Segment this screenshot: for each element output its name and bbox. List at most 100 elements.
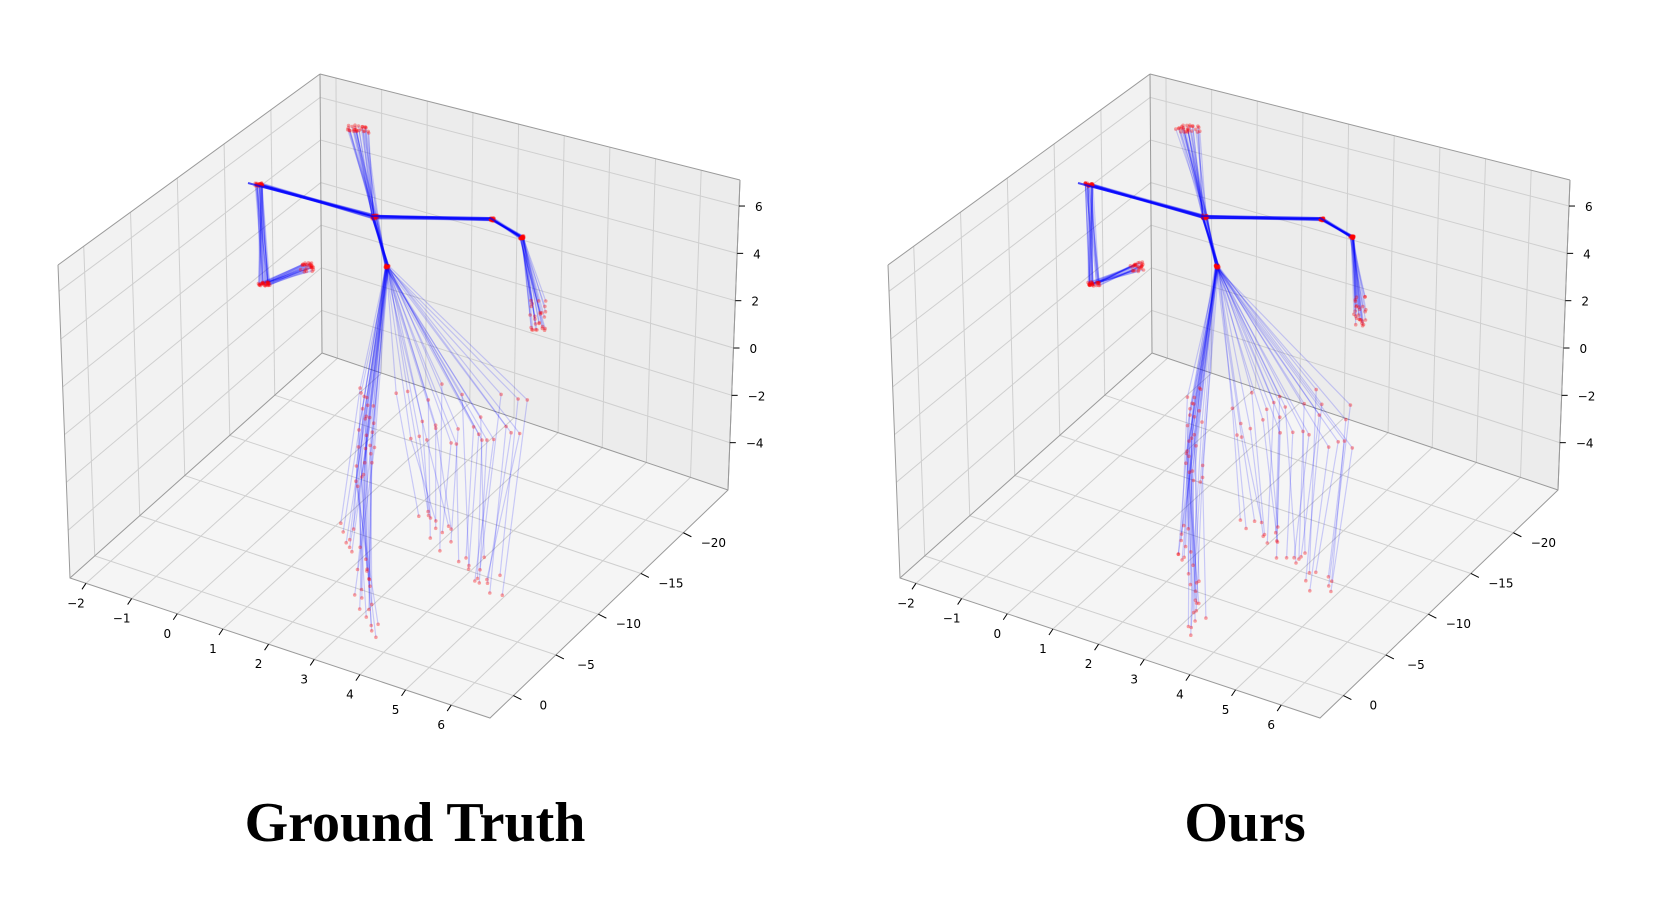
bone-segment <box>369 267 387 446</box>
bone-segment <box>255 184 264 284</box>
joint-point <box>1136 261 1140 265</box>
y-tick-label: −10 <box>616 617 641 631</box>
bone-segment <box>1189 126 1205 219</box>
x-tick-label: 1 <box>1039 642 1047 656</box>
bone-segment <box>259 184 269 286</box>
bone-segment <box>1189 125 1207 217</box>
joint-point <box>353 127 357 132</box>
y-grid-line <box>130 212 141 516</box>
bone-segment <box>347 127 375 217</box>
joint-point <box>1187 439 1191 443</box>
x-grid-line <box>915 357 1168 584</box>
bone-segment <box>1191 131 1204 216</box>
bone-segment <box>486 433 521 580</box>
bone-segment <box>1217 264 1275 403</box>
x-tick-mark <box>355 674 361 681</box>
bone-segment <box>1200 267 1220 390</box>
y-tick-label: −15 <box>658 576 683 590</box>
joint-point <box>1189 436 1194 441</box>
joint-point <box>1130 265 1134 269</box>
bone-segment <box>521 238 540 302</box>
x-grid-line <box>469 112 474 403</box>
joint-point <box>385 265 390 269</box>
joint-point <box>360 124 365 129</box>
bone-segment <box>262 184 377 217</box>
bone-segment <box>256 185 265 285</box>
joint-point <box>354 129 359 134</box>
joint-point <box>426 513 431 518</box>
joint-point <box>1214 264 1218 268</box>
bone-segment <box>1215 265 1281 434</box>
joint-point <box>499 392 503 397</box>
joint-point <box>355 484 360 489</box>
bone-segment <box>1091 185 1094 284</box>
x-grid-line <box>601 147 611 448</box>
joint-point <box>1132 263 1136 268</box>
joint-point <box>359 391 363 395</box>
joint-point <box>1179 538 1183 543</box>
joint-point <box>353 125 357 130</box>
bone-segment <box>1352 236 1360 316</box>
x-tick-mark <box>1139 659 1145 666</box>
joint-point <box>384 264 389 269</box>
joint-point <box>1363 295 1367 299</box>
joint-point <box>1317 413 1322 417</box>
bone-segment <box>1193 266 1218 398</box>
x-tick-label: 6 <box>437 718 445 732</box>
bone-segment <box>1098 265 1131 284</box>
joint-point <box>517 431 522 436</box>
bone-segment <box>260 184 269 283</box>
joint-point <box>1360 319 1365 324</box>
bone-segment <box>370 266 388 454</box>
bone-segment <box>267 266 314 284</box>
bone-segment <box>1206 217 1324 221</box>
joint-point <box>1090 281 1095 286</box>
bone-segment <box>1190 480 1195 636</box>
bone-segment <box>520 238 538 331</box>
bone-segment <box>267 262 312 284</box>
bone-segment <box>461 394 470 566</box>
joint-point <box>1090 282 1095 287</box>
bone-segment <box>1262 419 1279 543</box>
x-grid-line <box>1343 124 1350 418</box>
box-edge <box>727 179 741 491</box>
x-grid-line <box>450 476 691 706</box>
joint-point <box>1213 263 1218 268</box>
joint-point <box>1176 126 1181 131</box>
joint-point <box>386 266 391 270</box>
joint-point <box>256 281 261 286</box>
joint-point <box>365 567 369 571</box>
joint-point <box>1265 541 1270 545</box>
joint-point <box>369 451 373 456</box>
joint-point <box>540 324 545 329</box>
x-grid-line <box>1006 387 1257 615</box>
joint-point <box>359 587 364 592</box>
joint-point <box>266 282 270 287</box>
joint-point <box>521 236 525 240</box>
joint-point <box>1192 415 1197 419</box>
joint-point <box>267 281 272 286</box>
joint-point <box>1360 323 1365 328</box>
shoulder-line <box>1077 182 1351 237</box>
bone-segment <box>386 265 521 434</box>
joint-point <box>302 270 307 274</box>
joint-point <box>1363 309 1367 314</box>
joint-point <box>1342 439 1347 443</box>
bone-segment <box>1192 125 1204 219</box>
bone-segment <box>1353 236 1358 306</box>
joint-point <box>434 519 438 523</box>
joint-point <box>372 445 377 450</box>
joint-point <box>536 299 541 303</box>
bone-segment <box>441 442 452 533</box>
joint-point <box>1198 480 1203 484</box>
x-tick-mark <box>264 643 270 651</box>
joint-point <box>533 322 538 326</box>
bone-segment <box>1183 415 1191 558</box>
joint-point <box>1352 234 1356 239</box>
joint-point <box>1176 552 1181 557</box>
joint-point <box>417 514 421 518</box>
bone-segment <box>1198 127 1204 218</box>
bone-segment <box>1089 184 1092 283</box>
joint-point <box>266 283 271 287</box>
bone-segment <box>257 185 261 286</box>
